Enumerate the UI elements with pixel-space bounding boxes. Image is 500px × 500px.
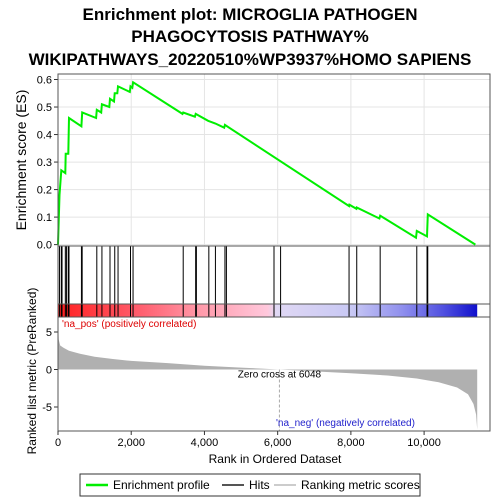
x-axis-label: Rank in Ordered Dataset <box>209 452 342 466</box>
positive-correlation-label: 'na_pos' (positively correlated) <box>62 319 196 330</box>
x-tick-label: 8,000 <box>337 437 365 449</box>
x-axis-ticks: 0 2,000 4,000 6,000 8,000 10,000 <box>55 431 441 449</box>
enrichment-profile-line <box>57 80 476 246</box>
x-tick-label: 10,000 <box>407 437 441 449</box>
strip-hit-markers <box>58 304 429 317</box>
legend-label: Enrichment profile <box>113 478 210 492</box>
chart-title-line-1: Enrichment plot: MICROGLIA PATHOGEN <box>83 5 418 24</box>
legend-label: Ranking metric scores <box>301 478 420 492</box>
metric-tick-label: -5 <box>42 402 52 414</box>
x-tick-label: 6,000 <box>264 437 292 449</box>
x-tick-label: 0 <box>55 437 61 449</box>
es-tick-label: 0.2 <box>37 185 52 197</box>
hits-panel <box>57 245 491 305</box>
es-axis-label: Enrichment score (ES) <box>13 90 29 231</box>
x-tick-label: 4,000 <box>191 437 219 449</box>
es-tick-label: 0.3 <box>37 157 52 169</box>
es-tick-label: 0.6 <box>37 75 52 87</box>
negative-correlation-label: 'na_neg' (negatively correlated) <box>276 418 415 429</box>
es-tick-label: 0.1 <box>37 212 52 224</box>
legend-label: Hits <box>249 478 270 492</box>
ranked-metric-panel: 5 0 -5 Zero cross at 6048 'na_pos' (positi… <box>42 316 491 432</box>
chart-title-line-3: WIKIPATHWAYS_20220510%WP3937%HOMO SAPIEN… <box>29 50 472 69</box>
metric-y-ticks: 5 0 -5 <box>42 327 58 414</box>
es-y-ticks: 0.0 0.1 0.2 0.3 0.4 0.5 0.6 <box>37 75 58 252</box>
legend: Enrichment profile Hits Ranking metric sco… <box>79 473 421 497</box>
es-tick-label: 0.4 <box>37 130 52 142</box>
hit-markers <box>58 246 429 304</box>
metric-tick-label: 0 <box>46 365 52 377</box>
x-tick-label: 2,000 <box>117 437 145 449</box>
zero-cross-label: Zero cross at 6048 <box>238 370 322 381</box>
enrichment-score-panel: 0.0 0.1 0.2 0.3 0.4 0.5 0.6 <box>37 73 491 252</box>
es-tick-label: 0.0 <box>37 240 52 252</box>
metric-axis-label: Ranked list metric (PreRanked) <box>25 288 39 455</box>
metric-tick-label: 5 <box>46 327 52 339</box>
rank-gradient-bar <box>58 304 478 317</box>
rank-color-strip <box>57 303 491 318</box>
chart-title-line-2: PHAGOCYTOSIS PATHWAY% <box>131 27 368 46</box>
ranking-metric-area <box>58 320 478 430</box>
es-tick-label: 0.5 <box>37 102 52 114</box>
